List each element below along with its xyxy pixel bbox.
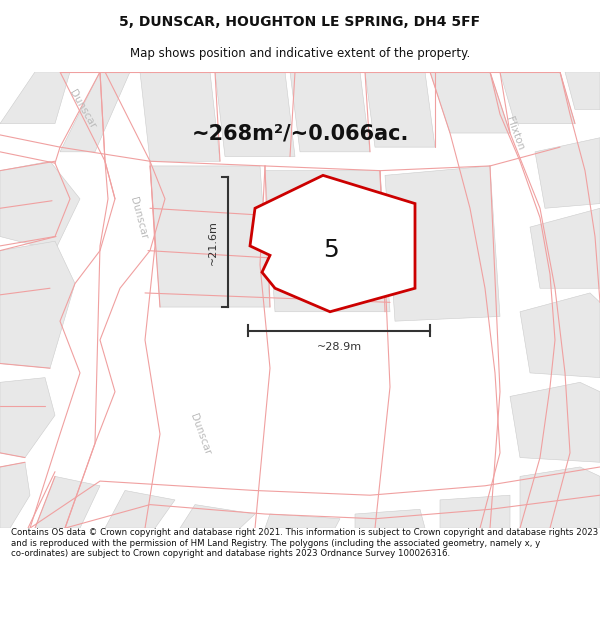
Text: Dunscar: Dunscar xyxy=(67,88,97,131)
Polygon shape xyxy=(0,241,75,368)
Polygon shape xyxy=(520,293,600,378)
Text: Dunscar: Dunscar xyxy=(128,196,148,240)
Polygon shape xyxy=(440,495,510,528)
Text: Dunscar: Dunscar xyxy=(188,412,212,456)
Polygon shape xyxy=(535,138,600,208)
Polygon shape xyxy=(265,514,340,528)
Polygon shape xyxy=(430,72,510,133)
Polygon shape xyxy=(215,72,295,156)
Text: ~268m²/~0.066ac.: ~268m²/~0.066ac. xyxy=(191,123,409,143)
Polygon shape xyxy=(500,72,575,124)
Polygon shape xyxy=(365,72,435,147)
Polygon shape xyxy=(520,467,600,528)
Text: 5: 5 xyxy=(323,238,338,262)
Polygon shape xyxy=(0,161,80,251)
Polygon shape xyxy=(530,208,600,288)
Text: 5, DUNSCAR, HOUGHTON LE SPRING, DH4 5FF: 5, DUNSCAR, HOUGHTON LE SPRING, DH4 5FF xyxy=(119,14,481,29)
Text: ~21.6m: ~21.6m xyxy=(208,220,218,264)
Text: Flixton: Flixton xyxy=(504,115,526,151)
Polygon shape xyxy=(355,509,425,528)
Text: Map shows position and indicative extent of the property.: Map shows position and indicative extent… xyxy=(130,48,470,61)
Polygon shape xyxy=(250,176,415,312)
Polygon shape xyxy=(140,72,220,161)
Polygon shape xyxy=(0,378,55,458)
Polygon shape xyxy=(60,72,130,152)
Polygon shape xyxy=(510,382,600,462)
Polygon shape xyxy=(105,491,175,528)
Polygon shape xyxy=(385,166,500,321)
Polygon shape xyxy=(180,504,255,528)
Polygon shape xyxy=(290,72,370,152)
Polygon shape xyxy=(35,476,100,528)
Text: Contains OS data © Crown copyright and database right 2021. This information is : Contains OS data © Crown copyright and d… xyxy=(11,528,598,558)
Text: ~28.9m: ~28.9m xyxy=(316,342,362,352)
Polygon shape xyxy=(0,72,70,124)
Polygon shape xyxy=(565,72,600,109)
Polygon shape xyxy=(150,166,270,307)
Polygon shape xyxy=(265,171,390,312)
Polygon shape xyxy=(0,462,30,528)
